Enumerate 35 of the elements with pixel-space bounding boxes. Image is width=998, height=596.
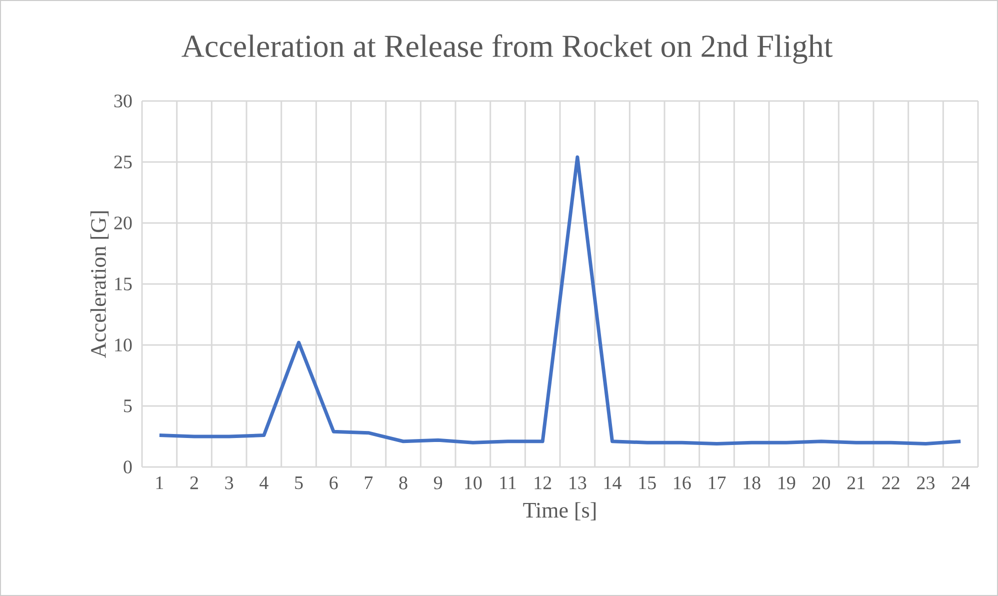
- x-tick-label: 19: [778, 476, 796, 490]
- x-tick-label: 9: [434, 476, 442, 490]
- chart-title: Acceleration at Release from Rocket on 2nd Flight: [182, 34, 833, 64]
- x-tick-label: 21: [847, 476, 864, 490]
- y-tick-label: 25: [114, 156, 132, 168]
- x-tick-label: 12: [534, 476, 552, 490]
- x-tick-label: 16: [674, 476, 691, 490]
- x-tick-label: 17: [708, 476, 726, 490]
- y-tick-label: 0: [124, 460, 132, 474]
- y-tick-label: 20: [114, 216, 132, 230]
- x-tick-label: 5: [295, 476, 303, 490]
- line-series: [158, 155, 962, 446]
- y-tick-label: 15: [115, 278, 132, 290]
- x-tick-label: 2: [190, 476, 198, 490]
- x-tick-label: 22: [882, 476, 900, 490]
- x-tick-label: 8: [399, 476, 408, 490]
- x-tick-label: 1: [156, 476, 164, 490]
- x-tick-label: 20: [812, 476, 830, 490]
- x-tick-label: 3: [225, 476, 234, 490]
- y-tick-label: 10: [115, 338, 132, 352]
- x-tick-label: 15: [639, 476, 656, 490]
- x-tick-label: 6: [330, 476, 338, 490]
- x-tick-label: 11: [500, 476, 516, 490]
- y-tick-label: 30: [114, 94, 132, 108]
- x-tick-label: 13: [570, 476, 586, 490]
- x-axis-title: Time [s]: [523, 502, 596, 520]
- y-axis-title: Acceleration [G]: [90, 211, 109, 358]
- x-tick-label: 10: [465, 476, 482, 490]
- x-tick-label: 18: [744, 476, 760, 490]
- y-tick-label: 5: [124, 400, 132, 412]
- x-tick-label: 14: [604, 476, 622, 490]
- x-tick-label: 23: [917, 476, 934, 490]
- x-tick-label: 4: [260, 476, 268, 490]
- x-tick-label: 7: [364, 476, 373, 489]
- x-tick-label: 24: [952, 476, 970, 490]
